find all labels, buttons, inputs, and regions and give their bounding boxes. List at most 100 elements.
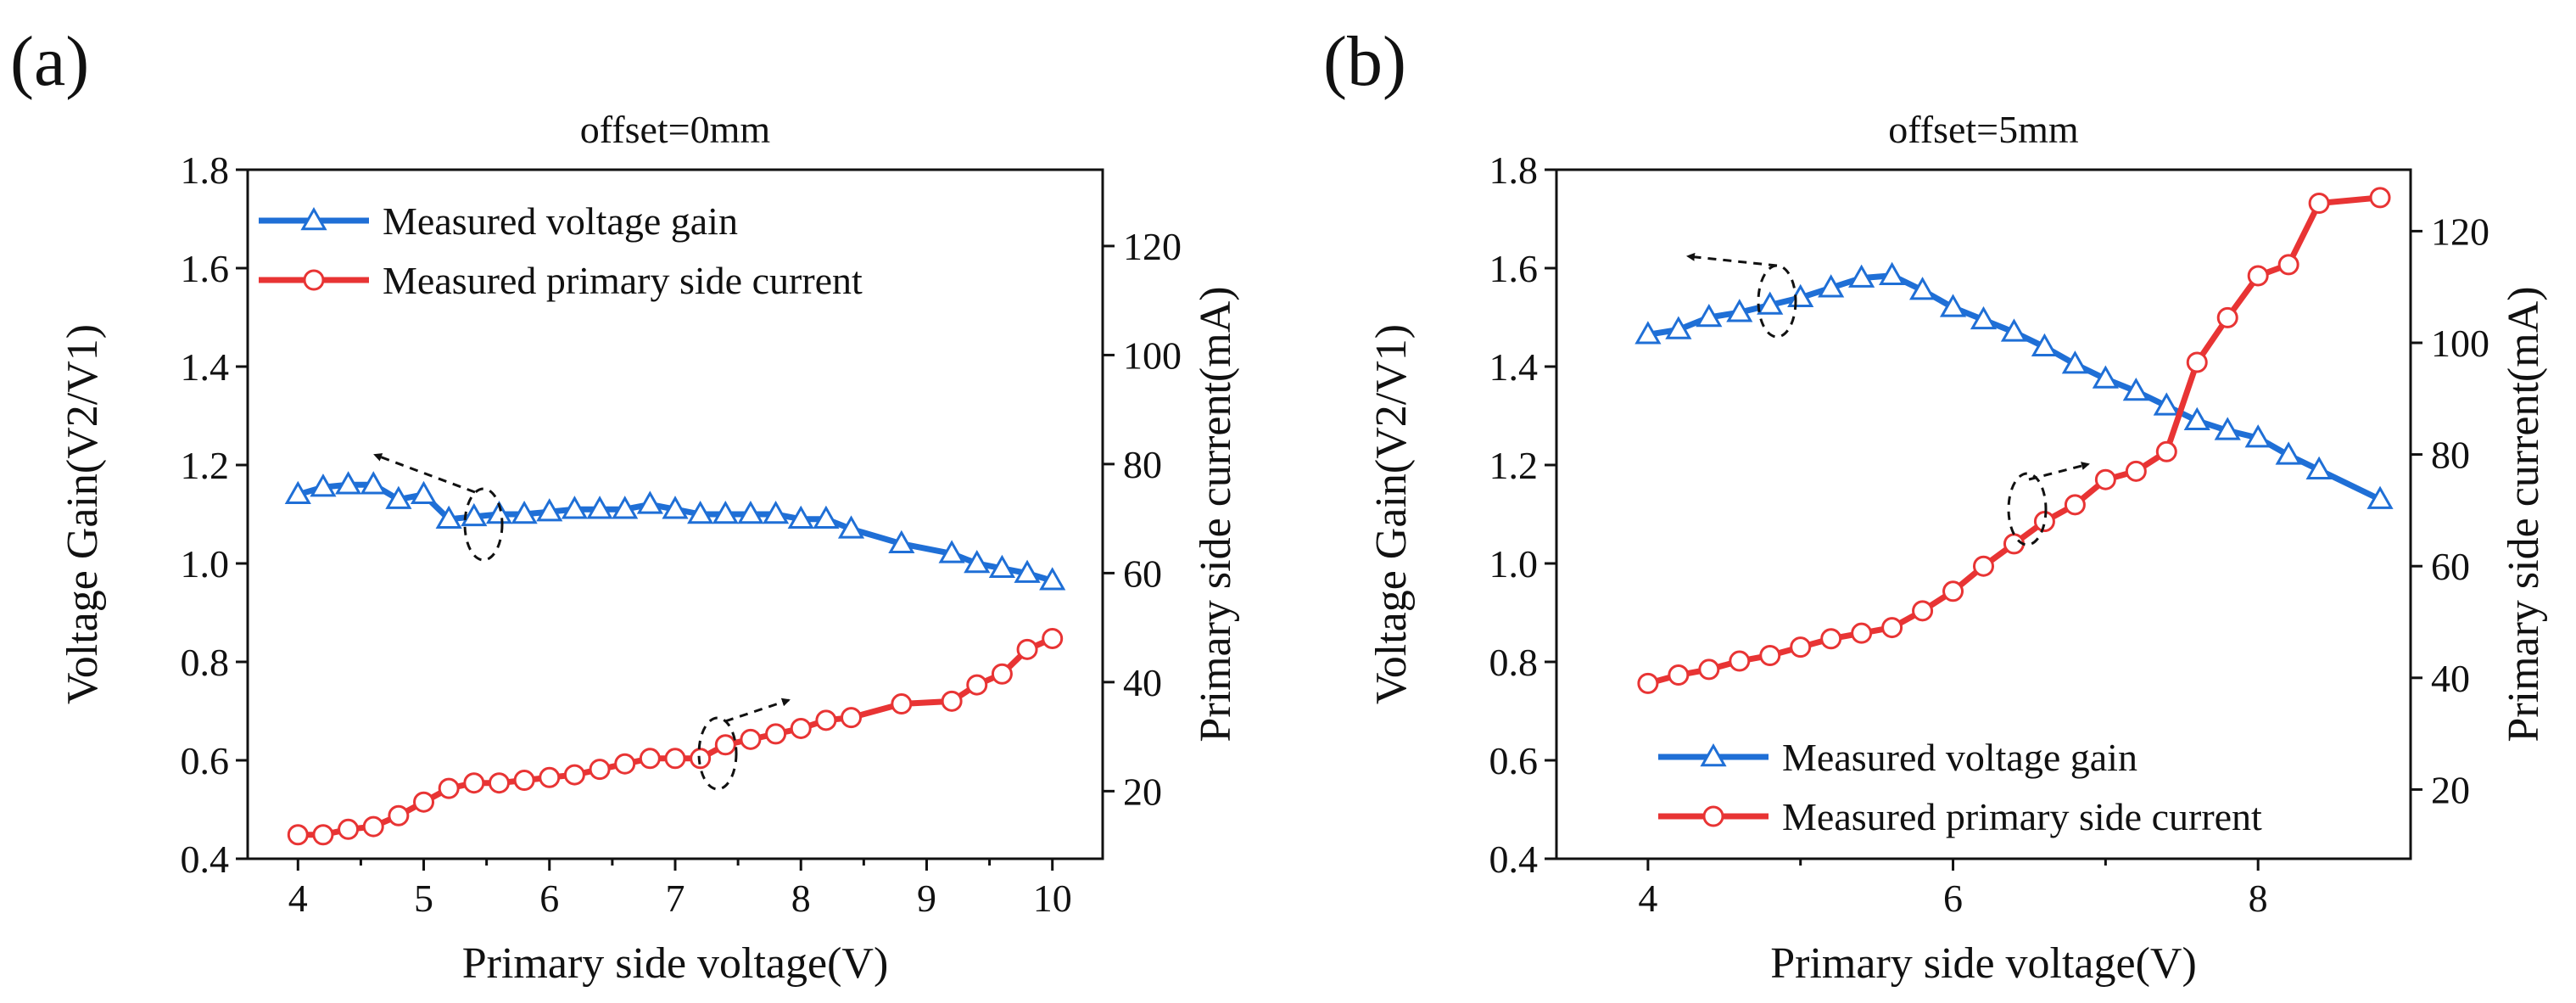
- plot-frame: [1555, 168, 2412, 860]
- y-left-tick-label: 0.8: [1489, 641, 1539, 684]
- y-right-tick-label: 80: [1123, 443, 1162, 486]
- data-point-triangle: [1848, 264, 1875, 288]
- data-point-circle: [1637, 672, 1659, 694]
- data-point-triangle: [385, 485, 412, 509]
- annotation-arrow: [2028, 462, 2090, 481]
- data-point-circle: [1790, 636, 1812, 658]
- data-point-circle: [438, 777, 460, 799]
- annotation-ellipse: [697, 716, 738, 791]
- data-point-circle: [287, 824, 309, 846]
- data-point-circle: [790, 717, 812, 739]
- data-point-circle: [488, 772, 510, 794]
- data-point-triangle: [2061, 350, 2088, 374]
- legend-label: Measured primary side current: [1782, 795, 2262, 838]
- x-tick-label: 8: [791, 877, 811, 920]
- data-point-circle: [1942, 580, 1964, 602]
- y-left-tick-label: 1.6: [181, 247, 230, 290]
- data-point-circle: [1759, 644, 1781, 666]
- data-point-triangle: [410, 480, 438, 505]
- data-point-triangle: [2031, 333, 2059, 357]
- data-point-circle: [740, 728, 762, 750]
- y-right-tick-label: 20: [1123, 770, 1162, 813]
- y-right-tick-label: 120: [1123, 225, 1182, 268]
- y-left-axis-label: Voltage Gain(V2/V1): [1367, 324, 1416, 704]
- data-point-triangle: [938, 540, 965, 563]
- x-axis-label: Primary side voltage(V): [462, 939, 889, 988]
- data-point-circle: [639, 748, 661, 770]
- chart-title: offset=5mm: [1888, 108, 2079, 151]
- data-point-circle: [2369, 187, 2391, 209]
- y-left-tick-label: 1.4: [181, 345, 230, 389]
- data-point-triangle: [964, 549, 991, 574]
- y-left-tick-label: 1.4: [1489, 345, 1539, 389]
- data-point-circle: [589, 759, 611, 781]
- data-point-triangle: [763, 500, 790, 524]
- x-tick-label: 6: [539, 877, 559, 920]
- data-point-triangle: [2244, 424, 2271, 448]
- annotation-arrow: [1686, 252, 1778, 267]
- y-left-tick-label: 0.4: [181, 838, 230, 881]
- x-tick-label: 10: [1033, 877, 1072, 920]
- x-tick-label: 4: [1638, 877, 1657, 920]
- data-point-triangle: [2183, 406, 2210, 431]
- y-right-tick-label: 20: [2431, 768, 2470, 811]
- y-right-tick-label: 60: [1123, 552, 1162, 595]
- x-tick-label: 9: [917, 877, 936, 920]
- data-point-triangle: [1014, 559, 1041, 583]
- data-point-circle: [664, 748, 686, 770]
- x-tick-label: 7: [666, 877, 685, 920]
- y-left-tick-label: 1.8: [181, 148, 230, 192]
- data-point-circle: [765, 723, 787, 745]
- data-point-triangle: [536, 498, 563, 522]
- y-right-tick-label: 60: [2431, 545, 2470, 588]
- data-point-triangle: [1879, 261, 1906, 285]
- data-point-circle: [513, 769, 535, 791]
- y-right-axis-label: Primary side current(mA): [2500, 286, 2548, 742]
- x-tick-label: 6: [1943, 877, 1963, 920]
- data-point-circle: [966, 674, 988, 696]
- data-point-circle: [1820, 628, 1842, 650]
- data-point-triangle: [1908, 277, 1936, 300]
- data-point-triangle: [1726, 299, 1753, 322]
- data-point-circle: [463, 772, 485, 794]
- data-point-circle: [312, 824, 334, 846]
- data-point-circle: [1042, 627, 1064, 649]
- data-point-triangle: [2122, 377, 2149, 401]
- legend-marker-triangle: [300, 206, 327, 231]
- data-point-circle: [1668, 664, 1690, 686]
- panel-b: (b) offset=5mm 4 6 8 0.4 0.6 0.8 1.0 1.2 1.4 1.6 1.8…: [1323, 22, 2548, 988]
- data-point-circle: [1729, 650, 1751, 672]
- y-left-tick-label: 1.6: [1489, 247, 1539, 290]
- y-right-tick-label: 40: [1123, 661, 1162, 704]
- data-point-triangle: [2092, 365, 2119, 389]
- y-left-tick-label: 0.4: [1489, 838, 1539, 881]
- data-point-triangle: [335, 471, 362, 495]
- data-point-circle: [1016, 638, 1038, 660]
- data-point-circle: [2308, 192, 2330, 214]
- y-left-tick-label: 0.8: [181, 641, 230, 684]
- data-point-circle: [2186, 351, 2208, 373]
- legend-label: Measured voltage gain: [383, 199, 738, 243]
- data-point-triangle: [2153, 392, 2180, 416]
- data-point-circle: [1912, 600, 1934, 622]
- data-point-triangle: [2214, 417, 2241, 440]
- data-point-triangle: [737, 500, 764, 524]
- data-point-circle: [891, 693, 913, 715]
- legend-marker-circle: [303, 269, 325, 291]
- data-point-triangle: [1039, 567, 1066, 591]
- data-point-triangle: [612, 496, 639, 519]
- data-point-triangle: [2000, 318, 2028, 342]
- y-left-axis-label: Voltage Gain(V2/V1): [59, 324, 107, 704]
- y-left-tick-label: 0.6: [1489, 739, 1539, 782]
- data-point-triangle: [511, 500, 538, 524]
- x-tick-label: 8: [2249, 877, 2268, 920]
- data-point-triangle: [485, 500, 513, 524]
- y-left-tick-label: 1.8: [1489, 148, 1539, 192]
- x-axis-label: Primary side voltage(V): [1770, 939, 2197, 988]
- data-point-circle: [714, 734, 736, 756]
- chart-title: offset=0mm: [580, 108, 771, 151]
- data-point-triangle: [2275, 441, 2302, 465]
- x-tick-label: 5: [414, 877, 433, 920]
- data-point-triangle: [586, 496, 613, 519]
